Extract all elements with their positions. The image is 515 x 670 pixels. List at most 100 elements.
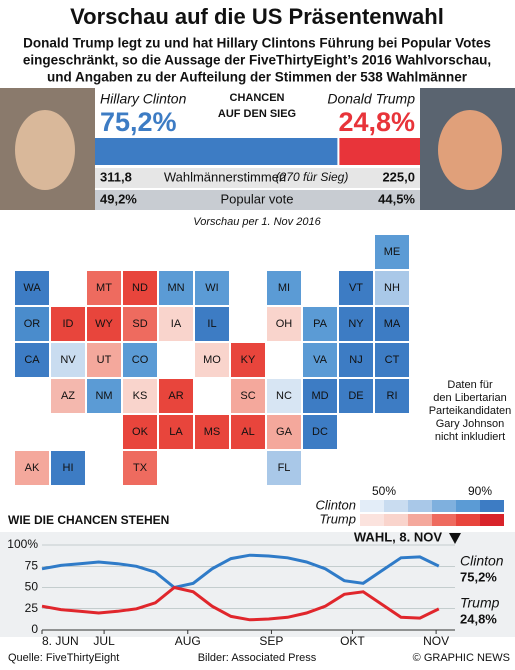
- series-end-label: 24,8%: [460, 611, 497, 626]
- state-label: ND: [132, 282, 148, 294]
- state-label: AK: [25, 462, 40, 474]
- state: [375, 343, 409, 377]
- state: [15, 271, 49, 305]
- state-label: MA: [384, 318, 401, 330]
- state-label: WI: [205, 282, 218, 294]
- legend-clinton: Clinton: [316, 497, 356, 512]
- electoral-row: [95, 168, 420, 188]
- state: [195, 271, 229, 305]
- state: [303, 379, 337, 413]
- state-label: DC: [312, 426, 328, 438]
- state-label: OK: [132, 426, 149, 438]
- state-label: KS: [133, 390, 148, 402]
- legend-swatch: [432, 514, 456, 526]
- state-label: IL: [207, 318, 216, 330]
- trump-name: Donald Trump: [327, 91, 415, 107]
- state-label: TX: [133, 462, 148, 474]
- trump-popular: 44,5%: [378, 191, 415, 206]
- state-label: SD: [132, 318, 147, 330]
- x-tick-label: AUG: [175, 634, 201, 648]
- map-note: nicht inkludiert: [435, 431, 505, 443]
- legend-swatch: [360, 500, 384, 512]
- state: [267, 415, 301, 449]
- state-label: OR: [24, 318, 41, 330]
- state: [303, 343, 337, 377]
- legend-swatch: [408, 514, 432, 526]
- state: [231, 343, 265, 377]
- series-end-label: 75,2%: [460, 569, 497, 584]
- state-label: AZ: [61, 390, 75, 402]
- y-tick-label: 25: [25, 601, 39, 615]
- state-label: MI: [278, 282, 290, 294]
- y-tick-label: 0: [31, 622, 38, 636]
- state-label: NJ: [349, 354, 362, 366]
- state: [123, 343, 157, 377]
- state: [159, 307, 193, 341]
- state: [375, 379, 409, 413]
- state-label: MD: [311, 390, 328, 402]
- trump-chance: 24,8%: [338, 107, 415, 137]
- y-tick-label: 75: [25, 558, 39, 572]
- state-label: PA: [313, 318, 328, 330]
- subtitle: und Angaben zu der Aufteilung der Stimme…: [47, 70, 468, 85]
- state: [87, 379, 121, 413]
- chance-bar: [339, 138, 420, 165]
- series-name: Clinton: [460, 553, 504, 569]
- state-label: LA: [169, 426, 183, 438]
- state: [375, 271, 409, 305]
- legend-swatch: [384, 514, 408, 526]
- state: [87, 307, 121, 341]
- state: [51, 379, 85, 413]
- state-label: AL: [241, 426, 254, 438]
- legend-swatch: [456, 500, 480, 512]
- legend-swatch: [432, 500, 456, 512]
- state: [123, 451, 157, 485]
- state-label: NV: [60, 354, 76, 366]
- map-note: den Libertarian: [433, 392, 506, 404]
- state: [15, 343, 49, 377]
- map-date: Vorschau per 1. Nov 2016: [193, 216, 321, 228]
- y-tick-label: 100%: [7, 537, 38, 551]
- image-credit: Bilder: Associated Press: [198, 652, 317, 664]
- subtitle: Donald Trump legt zu und hat Hillary Cli…: [23, 36, 491, 51]
- x-tick-label: OKT: [340, 634, 365, 648]
- state-label: ME: [384, 246, 401, 258]
- title: Vorschau auf die US Präsentenwahl: [70, 4, 444, 29]
- state: [195, 307, 229, 341]
- state-label: UT: [97, 354, 112, 366]
- legend-swatch: [480, 500, 504, 512]
- legend-trump: Trump: [319, 511, 356, 526]
- map-note: Daten für: [447, 379, 493, 391]
- state: [267, 307, 301, 341]
- credit: © GRAPHIC NEWS: [413, 652, 510, 664]
- state-label: NC: [276, 390, 292, 402]
- series-name: Trump: [460, 595, 500, 611]
- popular-row: [95, 190, 420, 210]
- chart-title: WIE DIE CHANCEN STEHEN: [8, 513, 169, 527]
- trump-electoral: 225,0: [382, 169, 415, 184]
- state: [51, 451, 85, 485]
- state: [159, 415, 193, 449]
- state: [15, 451, 49, 485]
- state: [123, 271, 157, 305]
- map-note: Gary Johnson: [436, 418, 504, 430]
- clinton-face: [15, 110, 75, 190]
- clinton-name: Hillary Clinton: [100, 91, 187, 107]
- chance-bar: [95, 138, 338, 165]
- state-label: ID: [63, 318, 74, 330]
- state: [339, 307, 373, 341]
- electoral-note: (270 für Sieg): [276, 170, 349, 184]
- legend-swatch: [384, 500, 408, 512]
- state-label: NM: [95, 390, 112, 402]
- y-tick-label: 50: [25, 580, 39, 594]
- state: [195, 415, 229, 449]
- election-marker: [449, 533, 461, 544]
- legend-swatch: [408, 500, 432, 512]
- state-label: RI: [387, 390, 398, 402]
- state-label: MN: [167, 282, 184, 294]
- state: [195, 343, 229, 377]
- state: [51, 343, 85, 377]
- trump-face: [438, 110, 502, 190]
- state: [339, 271, 373, 305]
- state: [303, 307, 337, 341]
